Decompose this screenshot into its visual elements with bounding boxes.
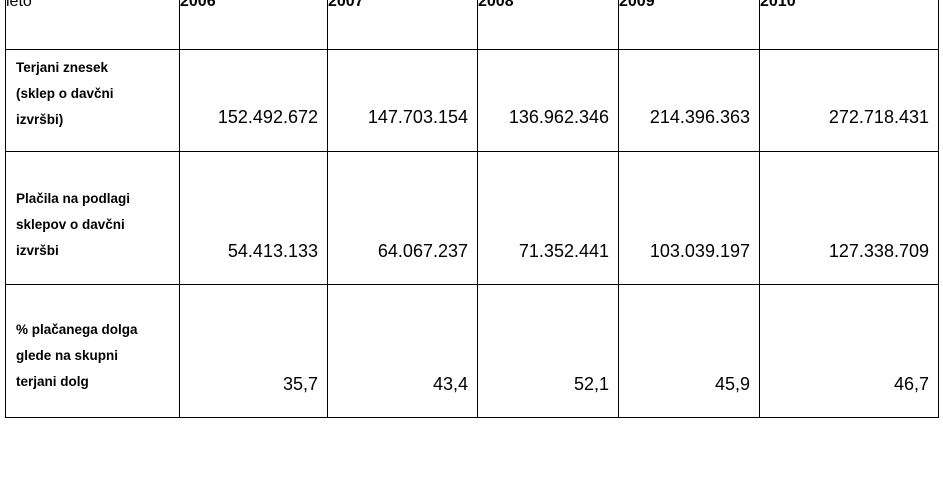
- row-label-line: % plačanega dolga: [16, 322, 138, 337]
- header-year-2007: 2007: [327, 0, 478, 50]
- table-row-paid-percentage: % plačanega dolga glede na skupni terjan…: [5, 284, 939, 418]
- header-row: leto 2006 2007 2008 2009 2010: [5, 0, 939, 50]
- header-year-2008: 2008: [477, 0, 619, 50]
- header-year-2006: 2006: [179, 0, 328, 50]
- header-year-2010: 2010: [759, 0, 939, 50]
- row-label-paid-percentage: % plačanega dolga glede na skupni terjan…: [5, 284, 180, 418]
- table-cell: 46,7: [759, 284, 939, 418]
- table-cell: 71.352.441: [477, 151, 619, 285]
- table-cell: 136.962.346: [477, 49, 619, 152]
- table-cell: 64.067.237: [327, 151, 478, 285]
- table-cell: 147.703.154: [327, 49, 478, 152]
- table-cell: 272.718.431: [759, 49, 939, 152]
- data-table: leto 2006 2007 2008 2009 2010 Terjani zn…: [5, 0, 939, 418]
- table-row-payments: Plačila na podlagi sklepov o davčni izvr…: [5, 151, 939, 285]
- row-label-line: Terjani znesek: [16, 60, 109, 75]
- row-label-line: (sklep o davčni: [16, 86, 114, 101]
- table-cell: 103.039.197: [618, 151, 760, 285]
- table-cell: 127.338.709: [759, 151, 939, 285]
- row-label-payments: Plačila na podlagi sklepov o davčni izvr…: [5, 151, 180, 285]
- table-cell: 214.396.363: [618, 49, 760, 152]
- table-cell: 43,4: [327, 284, 478, 418]
- table-cell: 152.492.672: [179, 49, 328, 152]
- row-label-line: izvršbi): [16, 112, 64, 127]
- row-label-line: Plačila na podlagi: [16, 191, 131, 206]
- row-label-claimed-amount: Terjani znesek (sklep o davčni izvršbi): [5, 49, 180, 152]
- row-label-line: sklepov o davčni: [16, 217, 125, 232]
- table-row-claimed-amount: Terjani znesek (sklep o davčni izvršbi) …: [5, 49, 939, 152]
- row-label-line: izvršbi: [16, 243, 59, 258]
- table-cell: 54.413.133: [179, 151, 328, 285]
- header-label-cell: leto: [5, 0, 180, 50]
- table-cell: 45,9: [618, 284, 760, 418]
- header-year-2009: 2009: [618, 0, 760, 50]
- table-cell: 35,7: [179, 284, 328, 418]
- table-cell: 52,1: [477, 284, 619, 418]
- row-label-line: glede na skupni: [16, 348, 119, 363]
- row-label-line: terjani dolg: [16, 374, 89, 389]
